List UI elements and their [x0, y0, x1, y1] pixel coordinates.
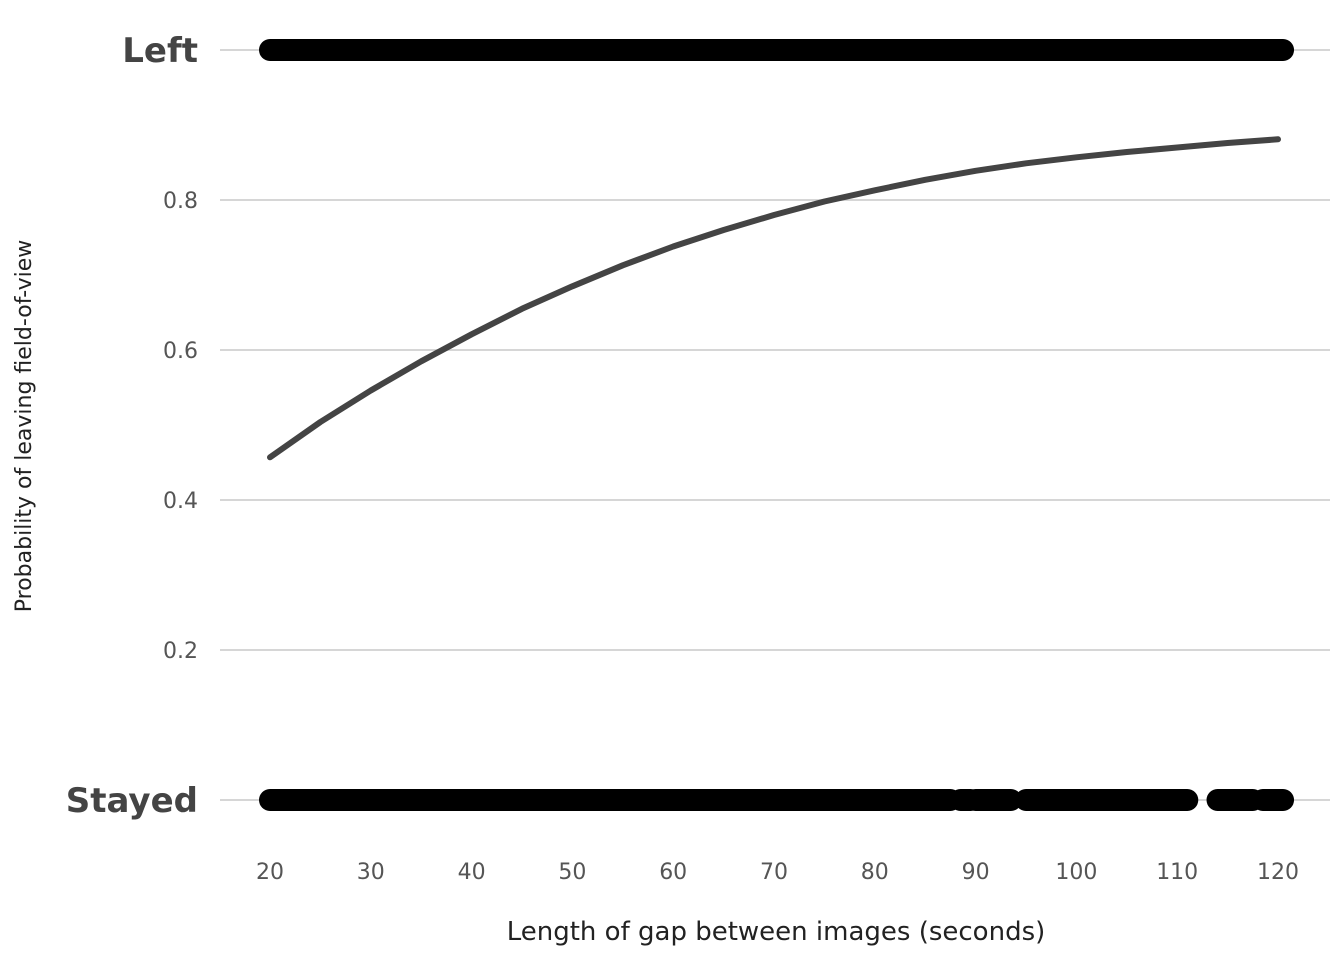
y-category-label: Stayed	[66, 781, 198, 821]
x-tick-label: 100	[1055, 860, 1097, 885]
x-tick-label: 50	[558, 860, 586, 885]
x-tick-labels: 20 30 40 50 60 70 80 90 100 110 120	[256, 860, 1299, 885]
x-tick-label: 30	[357, 860, 385, 885]
x-tick-label: 120	[1257, 860, 1299, 885]
x-tick-label: 80	[861, 860, 889, 885]
y-tick-label: 0.6	[163, 339, 198, 364]
y-category-label: Left	[122, 31, 198, 71]
y-tick-label: 0.8	[163, 189, 198, 214]
grid-lines	[220, 49, 1330, 801]
y-axis-title: Probability of leaving field-of-view	[12, 240, 37, 612]
trend-line-group	[267, 136, 1281, 461]
x-axis-title: Length of gap between images (seconds)	[507, 917, 1046, 947]
x-tick-label: 40	[458, 860, 486, 885]
x-tick-label: 20	[256, 860, 284, 885]
y-tick-labels: Left 0.8 0.6 0.4 0.2 Stayed	[66, 31, 198, 821]
y-tick-label: 0.2	[163, 639, 198, 664]
x-tick-label: 110	[1156, 860, 1198, 885]
observation-points	[259, 39, 1295, 811]
probability-curve	[267, 136, 1281, 461]
x-tick-label: 90	[962, 860, 990, 885]
x-tick-label: 70	[760, 860, 788, 885]
y-tick-label: 0.4	[163, 489, 198, 514]
x-tick-label: 60	[659, 860, 687, 885]
